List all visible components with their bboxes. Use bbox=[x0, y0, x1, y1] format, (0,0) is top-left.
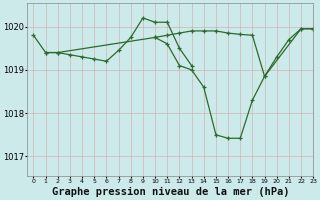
X-axis label: Graphe pression niveau de la mer (hPa): Graphe pression niveau de la mer (hPa) bbox=[52, 187, 289, 197]
